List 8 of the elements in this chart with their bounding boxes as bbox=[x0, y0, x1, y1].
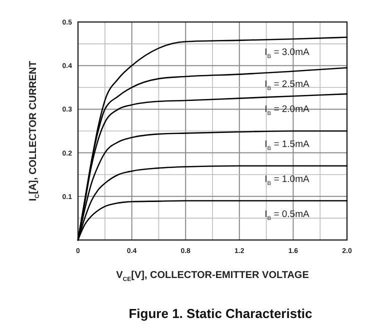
series-label: I$_{B}$ = 1.5mA bbox=[264, 139, 310, 152]
series-label: I$_{B}$ = 2.5mA bbox=[264, 79, 310, 92]
series-label: I$_{B}$ = 2.0mA bbox=[264, 104, 310, 117]
text: Figure 1. Static Characteristic bbox=[128, 306, 312, 321]
series-label: I$_{B}$ = 0.5mA bbox=[264, 208, 310, 222]
series-label: I$_{B}$ = 1.0mA bbox=[264, 174, 310, 187]
x-axis-title: V$_{CE}$[V], COLLECTOR-EMITTER VOLTAGE bbox=[116, 270, 310, 283]
series-label: I$_{B}$ = 3.0mA bbox=[264, 46, 310, 60]
